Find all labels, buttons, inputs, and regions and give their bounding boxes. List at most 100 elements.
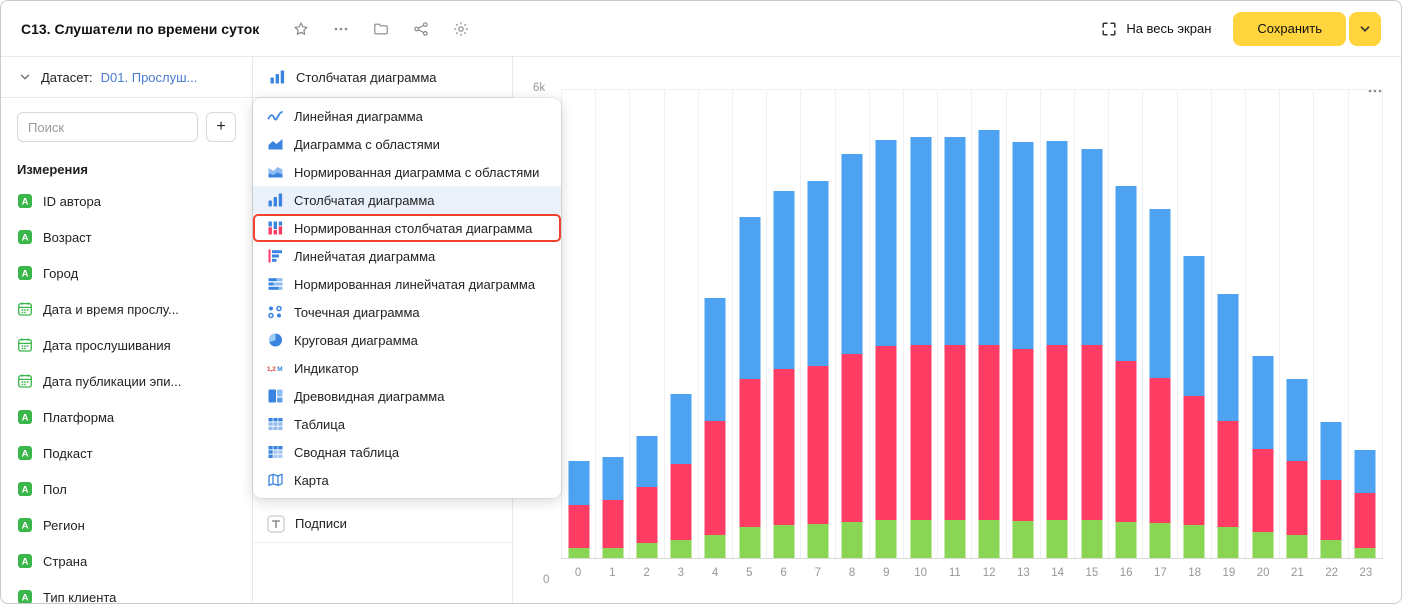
- collapse-chevron-icon[interactable]: [17, 69, 33, 85]
- stacked-bar[interactable]: [841, 90, 863, 558]
- bar-segment-blue: [1286, 378, 1308, 461]
- bar-segment-pink: [875, 345, 897, 521]
- add-field-button[interactable]: +: [206, 112, 236, 142]
- chart-type-option[interactable]: Древовидная диаграмма: [253, 382, 561, 410]
- stacked-bar[interactable]: [739, 90, 761, 558]
- field-item[interactable]: A Пол: [1, 471, 252, 507]
- bar-segment-green: [704, 534, 726, 558]
- stacked-bar[interactable]: [1149, 90, 1171, 558]
- dataset-link[interactable]: D01. Прослуш...: [100, 69, 198, 85]
- field-item[interactable]: A Страна: [1, 543, 252, 579]
- chart-type-option[interactable]: Нормированная линейчатая диаграмма: [253, 270, 561, 298]
- favorite-button[interactable]: [289, 17, 313, 41]
- stacked-bar[interactable]: [1286, 90, 1308, 558]
- x-tick-label: 18: [1188, 567, 1202, 579]
- chart-type-selector[interactable]: Столбчатая диаграмма: [253, 57, 512, 98]
- chart-more-button[interactable]: [1365, 83, 1385, 99]
- stacked-bar[interactable]: [1115, 90, 1137, 558]
- scatter-chart-icon: [267, 304, 284, 320]
- stacked-bar[interactable]: [1320, 90, 1342, 558]
- settings-button[interactable]: [449, 17, 473, 41]
- field-item[interactable]: A ID автора: [1, 183, 252, 219]
- stacked-bar[interactable]: [944, 90, 966, 558]
- fullscreen-button[interactable]: На весь экран: [1101, 21, 1211, 37]
- bar-segment-green: [1286, 535, 1308, 558]
- bar-segment-pink: [636, 487, 658, 544]
- field-item[interactable]: A Город: [1, 255, 252, 291]
- stacked-bar[interactable]: [1081, 90, 1103, 558]
- stacked-bar[interactable]: [1354, 90, 1376, 558]
- svg-text:A: A: [22, 233, 29, 244]
- bar-segment-blue: [704, 297, 726, 421]
- chart-type-option-label: Древовидная диаграмма: [294, 388, 445, 404]
- chart-type-option[interactable]: Сводная таблица: [253, 438, 561, 466]
- stacked-bar[interactable]: [807, 90, 829, 558]
- stacked-bar[interactable]: [1252, 90, 1274, 558]
- stacked-bar[interactable]: [670, 90, 692, 558]
- bar-segment-blue: [807, 181, 829, 367]
- chart-type-option[interactable]: Точечная диаграмма: [253, 298, 561, 326]
- chart-type-option[interactable]: Нормированная столбчатая диаграмма: [253, 214, 561, 242]
- string-field-icon: A: [17, 481, 33, 497]
- more-icon: [333, 21, 349, 37]
- chart-type-option[interactable]: Нормированная диаграмма с областями: [253, 158, 561, 186]
- field-item[interactable]: A Подкаст: [1, 435, 252, 471]
- field-label: Платформа: [43, 409, 115, 425]
- chart-type-option[interactable]: 1,2 M Индикатор: [253, 354, 561, 382]
- bar-slot: [834, 90, 869, 558]
- field-item[interactable]: Дата прослушивания: [1, 327, 252, 363]
- labels-setting[interactable]: Подписи: [253, 505, 512, 543]
- x-tick-label: 11: [948, 567, 961, 579]
- stacked-bar[interactable]: [773, 90, 795, 558]
- stacked-bar[interactable]: [978, 90, 1000, 558]
- stacked-bar[interactable]: [1183, 90, 1205, 558]
- header: C13. Слушатели по времени суток На весь …: [1, 1, 1401, 57]
- field-label: Дата публикации эпи...: [43, 373, 182, 389]
- chart-type-option[interactable]: Круговая диаграмма: [253, 326, 561, 354]
- chart-type-option[interactable]: Диаграмма с областями: [253, 130, 561, 158]
- header-toolbar: [281, 17, 481, 41]
- field-item[interactable]: Дата и время прослу...: [1, 291, 252, 327]
- chart-type-option[interactable]: Линейная диаграмма: [253, 102, 561, 130]
- bar-segment-green: [1183, 525, 1205, 558]
- text-label-icon: [267, 514, 285, 533]
- stacked-bar[interactable]: [636, 90, 658, 558]
- stacked-bar[interactable]: [910, 90, 932, 558]
- area-normalized-icon: [267, 164, 284, 180]
- field-item[interactable]: A Тип клиента: [1, 579, 252, 603]
- save-dropdown-button[interactable]: [1349, 11, 1381, 46]
- svg-text:A: A: [22, 413, 29, 424]
- folder-button[interactable]: [369, 17, 393, 41]
- svg-text:A: A: [22, 485, 29, 496]
- stacked-bar[interactable]: [568, 90, 590, 558]
- share-button[interactable]: [409, 17, 433, 41]
- stacked-bar[interactable]: [1012, 90, 1034, 558]
- bar-segment-green: [670, 540, 692, 558]
- bar-slot: [1005, 90, 1040, 558]
- bar-chart-icon: [269, 69, 286, 85]
- x-tick-label: 12: [982, 567, 996, 579]
- stacked-bar[interactable]: [1217, 90, 1239, 558]
- field-label: Страна: [43, 553, 88, 569]
- stacked-bar[interactable]: [1046, 90, 1068, 558]
- bar-segment-blue: [670, 394, 692, 464]
- stacked-bar[interactable]: [602, 90, 624, 558]
- bar-segment-pink: [1081, 345, 1103, 521]
- chart-type-option[interactable]: Карта: [253, 466, 561, 494]
- line-chart-icon: [267, 108, 284, 124]
- bar-segment-green: [807, 524, 829, 558]
- x-tick-label: 2: [643, 567, 650, 579]
- stacked-bar[interactable]: [704, 90, 726, 558]
- chart-type-option[interactable]: Линейчатая диаграмма: [253, 242, 561, 270]
- field-item[interactable]: A Возраст: [1, 219, 252, 255]
- field-item[interactable]: A Регион: [1, 507, 252, 543]
- chart-type-option[interactable]: Таблица: [253, 410, 561, 438]
- chart-type-option[interactable]: Столбчатая диаграмма: [253, 186, 561, 214]
- save-button[interactable]: Сохранить: [1233, 11, 1346, 46]
- field-item[interactable]: Дата публикации эпи...: [1, 363, 252, 399]
- bar-segment-blue: [841, 153, 863, 355]
- search-input[interactable]: [17, 112, 198, 142]
- stacked-bar[interactable]: [875, 90, 897, 558]
- more-button[interactable]: [329, 17, 353, 41]
- field-item[interactable]: A Платформа: [1, 399, 252, 435]
